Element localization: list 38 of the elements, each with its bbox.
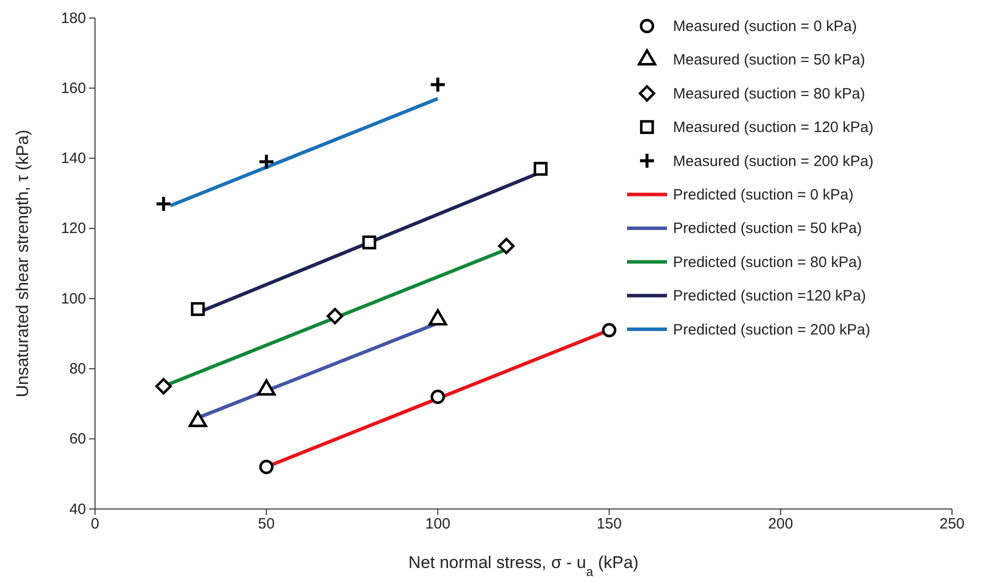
y-tick-label: 100 [60,290,86,308]
legend-label: Measured (suction = 200 kPa) [673,152,874,170]
legend-label: Measured (suction = 50 kPa) [673,52,866,69]
point [155,195,172,212]
point [602,322,616,338]
legend-label: Predicted (suction =120 kPa) [673,288,866,305]
y-tick-label: 140 [60,150,86,168]
x-axis-title: Net normal stress, σ - u$_{a}$ (kPa) [408,553,639,578]
legend-label: Measured (suction = 0 kPa) [673,18,857,35]
y-tick-label: 40 [69,500,86,518]
y-tick-label: 120 [60,220,86,238]
point [155,378,172,394]
point [429,76,446,94]
point [258,153,275,170]
point [326,308,344,324]
legend-label: Predicted (suction = 80 kPa) [673,254,862,271]
x-tick-label: 250 [939,516,965,533]
point [430,390,445,404]
point [362,236,376,250]
x-tick-label: 100 [425,516,450,533]
y-tick-label: 60 [69,430,86,448]
legend-label: Measured (suction = 80 kPa) [673,85,866,102]
x-tick-label: 50 [258,516,275,533]
legend-label: Measured (suction = 120 kPa) [673,119,874,136]
y-tick-label: 160 [60,80,86,97]
point [190,302,205,316]
point [259,460,274,474]
x-tick-label: 150 [596,516,622,533]
point [534,162,548,176]
y-tick-label: 180 [60,10,86,27]
y-axis-title: Unsaturated shear strength, τ (kPa) [13,130,32,398]
x-tick-label: 200 [768,516,794,533]
y-tick-label: 80 [69,360,86,378]
point [498,238,515,254]
legend-label: Predicted (suction = 50 kPa) [673,220,862,238]
legend-label: Predicted (suction = 0 kPa) [673,186,854,204]
legend-label: Predicted (suction = 200 kPa) [673,321,870,338]
x-tick-label: 0 [90,516,100,533]
